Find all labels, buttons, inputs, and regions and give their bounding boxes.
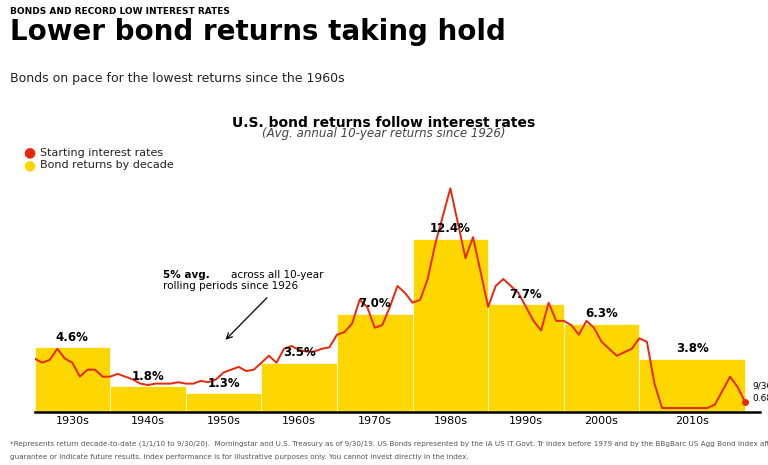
Text: *Represents return decade-to-date (1/1/10 to 9/30/20).  Morningstar and U.S. Tre: *Represents return decade-to-date (1/1/1… — [10, 441, 768, 447]
Text: Bond returns by decade: Bond returns by decade — [40, 160, 174, 170]
Text: 7.0%: 7.0% — [359, 298, 391, 311]
Text: 3.8%: 3.8% — [676, 342, 709, 355]
Bar — [337, 314, 412, 412]
Bar — [261, 363, 337, 412]
Text: 5% avg.: 5% avg. — [163, 270, 210, 279]
Text: Starting interest rates: Starting interest rates — [40, 147, 163, 158]
Text: U.S. bond returns follow interest rates: U.S. bond returns follow interest rates — [233, 116, 535, 130]
Bar — [412, 239, 488, 412]
Bar — [35, 347, 110, 412]
Text: 7.7%: 7.7% — [510, 288, 542, 301]
Bar — [639, 359, 745, 412]
Text: 3.5%: 3.5% — [283, 346, 316, 359]
Text: 4.6%: 4.6% — [56, 331, 89, 344]
Bar — [488, 304, 564, 412]
Text: ●: ● — [23, 146, 35, 159]
Text: rolling periods since 1926: rolling periods since 1926 — [163, 281, 298, 291]
Text: BONDS AND RECORD LOW INTEREST RATES: BONDS AND RECORD LOW INTEREST RATES — [10, 7, 230, 16]
Text: ●: ● — [23, 158, 35, 172]
Bar — [564, 324, 639, 412]
Text: 6.3%: 6.3% — [585, 307, 618, 320]
Text: 1.3%: 1.3% — [207, 377, 240, 390]
Bar — [186, 393, 261, 412]
Bar — [110, 386, 186, 412]
Text: 12.4%: 12.4% — [430, 222, 471, 235]
Text: 9/30/20: 9/30/20 — [753, 382, 768, 391]
Text: across all 10-year: across all 10-year — [231, 270, 323, 279]
Text: Bonds on pace for the lowest returns since the 1960s: Bonds on pace for the lowest returns sin… — [10, 72, 345, 85]
Text: 1.8%: 1.8% — [131, 370, 164, 383]
Text: (Avg. annual 10-year returns since 1926): (Avg. annual 10-year returns since 1926) — [262, 126, 506, 140]
Text: 0.68: 0.68 — [753, 394, 768, 404]
Text: Lower bond returns taking hold: Lower bond returns taking hold — [10, 18, 506, 46]
Text: guarantee or indicate future results. Index performance is for illustrative purp: guarantee or indicate future results. In… — [10, 454, 468, 460]
